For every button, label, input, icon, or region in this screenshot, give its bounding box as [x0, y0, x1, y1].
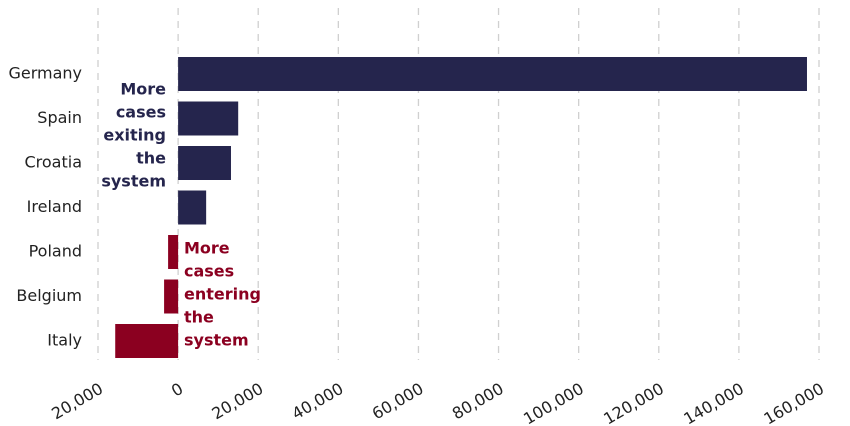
y-tick-label: Poland	[29, 242, 82, 261]
annotation: system	[101, 172, 166, 191]
x-tick-label: 60,000	[369, 379, 427, 423]
y-tick-label: Croatia	[24, 153, 82, 172]
x-tick-label: 20,000	[208, 379, 266, 423]
x-tick-label: 0	[168, 379, 186, 401]
bar	[164, 279, 179, 314]
y-tick-label: Ireland	[27, 197, 82, 216]
y-tick-label: Spain	[37, 108, 82, 127]
y-tick-label: Germany	[8, 64, 82, 83]
x-tick-label: 160,000	[760, 379, 827, 426]
x-tick-label: 120,000	[600, 379, 667, 426]
x-tick-label: 100,000	[520, 379, 587, 426]
annotation: the	[136, 149, 166, 168]
annotation: cases	[184, 262, 234, 281]
bar	[115, 324, 179, 358]
bar	[168, 235, 179, 269]
x-tick-label: 80,000	[449, 379, 507, 423]
annotation: entering	[184, 285, 261, 304]
bar	[178, 101, 239, 136]
bar	[178, 146, 231, 180]
annotation: More	[184, 239, 230, 258]
annotation: More	[120, 80, 166, 99]
annotation: system	[184, 331, 249, 350]
bar	[178, 190, 207, 225]
annotation: the	[184, 308, 214, 327]
bar	[178, 57, 807, 91]
annotation: exiting	[103, 126, 166, 145]
y-tick-label: Italy	[47, 331, 82, 350]
x-tick-label: 140,000	[680, 379, 747, 426]
y-tick-label: Belgium	[16, 286, 82, 305]
annotation: cases	[116, 103, 166, 122]
x-tick-label: 20,000	[48, 379, 106, 423]
x-tick-label: 40,000	[289, 379, 347, 423]
